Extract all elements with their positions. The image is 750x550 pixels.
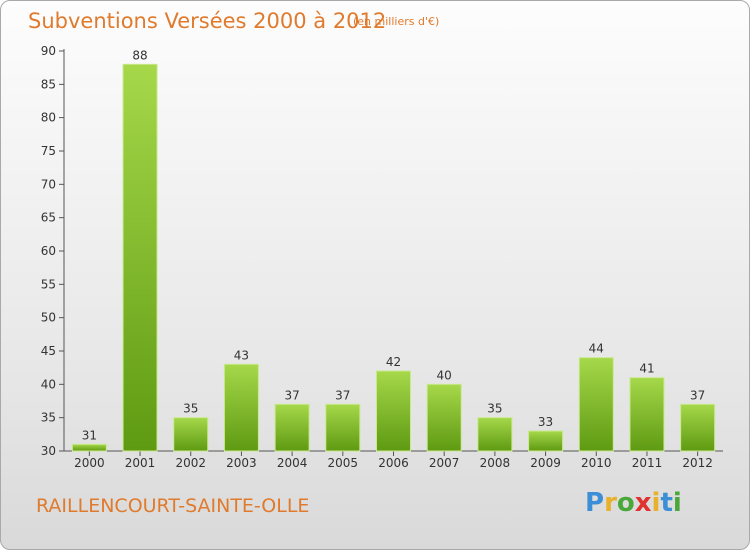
- bar-2007: [426, 383, 462, 452]
- bar-2006: [376, 370, 411, 452]
- bars-group: [71, 63, 716, 452]
- bar-2005: [325, 403, 361, 452]
- y-tick-label: 40: [41, 377, 56, 391]
- bar-2011: [629, 377, 665, 452]
- x-tick-label-2003: 2003: [226, 456, 257, 470]
- data-label-2010: 44: [589, 342, 604, 356]
- x-tick-label-2008: 2008: [480, 456, 511, 470]
- y-tick-label: 65: [41, 211, 56, 225]
- x-tick-label-2012: 2012: [682, 456, 713, 470]
- bar-2000: [71, 443, 107, 452]
- chart-subtitle: (en milliers d'€): [353, 15, 440, 28]
- bar-2008: [477, 417, 513, 452]
- y-tick-label: 45: [41, 344, 56, 358]
- data-label-2000: 31: [82, 428, 97, 442]
- bar-2002: [173, 417, 209, 452]
- data-label-2005: 37: [335, 388, 350, 402]
- y-tick-label: 50: [41, 311, 56, 325]
- data-label-2006: 42: [386, 355, 401, 369]
- data-label-2001: 88: [132, 48, 147, 62]
- proxiti-logo[interactable]: Proxiti: [585, 488, 682, 518]
- bar-2003: [223, 363, 259, 452]
- x-tick-label-2006: 2006: [378, 456, 409, 470]
- data-label-2007: 40: [437, 368, 452, 382]
- y-tick-label: 70: [41, 177, 56, 191]
- bar-2009: [528, 430, 564, 452]
- data-label-2003: 43: [234, 348, 249, 362]
- bar-2004: [274, 403, 310, 452]
- x-tick-label-2010: 2010: [581, 456, 612, 470]
- axes-group: 30 35 40 45 50 55 60 65 70 75 80 85 90: [41, 44, 723, 458]
- y-tick-label: 60: [41, 244, 56, 258]
- data-label-2008: 35: [487, 402, 502, 416]
- x-tick-label-2001: 2001: [125, 456, 156, 470]
- y-tick-label: 35: [41, 411, 56, 425]
- x-tick-label-2007: 2007: [429, 456, 460, 470]
- y-tick-label: 30: [41, 444, 56, 458]
- y-tick-label: 90: [41, 44, 56, 58]
- data-label-2004: 37: [284, 388, 299, 402]
- data-label-2009: 33: [538, 415, 553, 429]
- x-tick-label-2005: 2005: [328, 456, 359, 470]
- x-tick-label-2009: 2009: [530, 456, 561, 470]
- x-tick-label-2011: 2011: [632, 456, 663, 470]
- x-tick-label-2002: 2002: [175, 456, 206, 470]
- commune-name: RAILLENCOURT-SAINTE-OLLE: [36, 495, 310, 517]
- x-tick-label-2004: 2004: [277, 456, 308, 470]
- y-tick-label: 80: [41, 111, 56, 125]
- chart-title: Subventions Versées 2000 à 2012: [28, 9, 387, 33]
- x-tick-label-2000: 2000: [74, 456, 105, 470]
- y-tick-label: 75: [41, 144, 56, 158]
- data-label-2011: 41: [639, 362, 654, 376]
- bar-2001: [122, 63, 158, 452]
- y-tick-label: 85: [41, 77, 56, 91]
- labels-group: 31 2000 88 2001 35 2002 43 2003 37 2004 37 2005 42 20…: [74, 48, 713, 470]
- bar-2010: [578, 357, 614, 452]
- y-tick-label: 55: [41, 277, 56, 291]
- data-label-2002: 35: [183, 402, 198, 416]
- data-label-2012: 37: [690, 388, 705, 402]
- bar-2012: [680, 403, 716, 452]
